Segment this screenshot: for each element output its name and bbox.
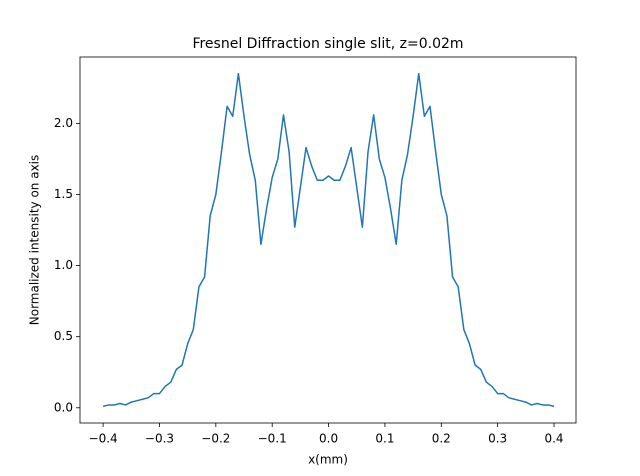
x-tick-label: −0.2 bbox=[201, 432, 230, 446]
y-tick-label: 2.0 bbox=[54, 116, 73, 130]
x-tick-label: −0.3 bbox=[145, 432, 174, 446]
x-tick-label: −0.1 bbox=[258, 432, 287, 446]
y-tick-label: 0.0 bbox=[54, 400, 73, 414]
chart-title: Fresnel Diffraction single slit, z=0.02m bbox=[192, 36, 463, 52]
x-tick-label: 0.3 bbox=[488, 432, 507, 446]
x-tick-label: −0.4 bbox=[89, 432, 118, 446]
x-tick-label: 0.4 bbox=[544, 432, 563, 446]
x-axis-label: x(mm) bbox=[308, 453, 348, 467]
y-tick-label: 0.5 bbox=[54, 329, 73, 343]
data-line bbox=[102, 72, 555, 408]
y-tick-label: 1.0 bbox=[54, 258, 73, 272]
plot-frame bbox=[79, 56, 577, 424]
y-tick-label: 1.5 bbox=[54, 187, 73, 201]
x-tick-label: 0.0 bbox=[319, 432, 338, 446]
x-tick-label: 0.2 bbox=[432, 432, 451, 446]
y-axis-label: Normalized intensity on axis bbox=[28, 155, 42, 326]
x-tick-label: 0.1 bbox=[375, 432, 394, 446]
